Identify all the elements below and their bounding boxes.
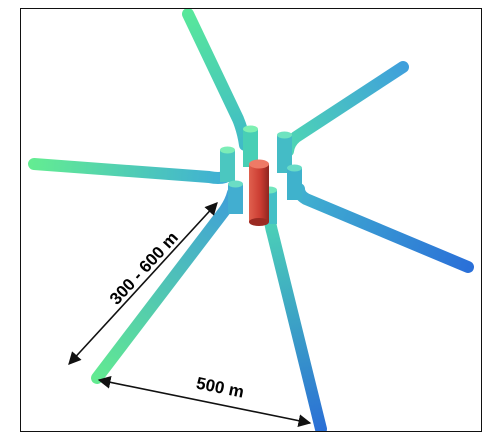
stub-east	[287, 164, 302, 200]
label-300-600m: 300 - 600 m	[106, 228, 182, 308]
stub-north	[243, 125, 258, 167]
branch-northeast	[282, 61, 409, 157]
diagram-frame: 300 - 600 m 500 m	[20, 8, 482, 432]
stub-northeast	[277, 131, 292, 173]
stub-southwest	[228, 180, 243, 214]
arrow-500m	[97, 376, 312, 427]
branch-west	[28, 158, 231, 184]
stub-west	[220, 146, 235, 182]
label-500m: 500 m	[195, 373, 246, 401]
dimension-arrows	[68, 202, 312, 427]
vertical-stubs	[220, 125, 302, 224]
well-layout-diagram: 300 - 600 m 500 m	[28, 9, 474, 431]
arrow-300-600m	[68, 202, 218, 365]
central-well	[249, 159, 269, 226]
branch-south	[263, 207, 327, 431]
branch-north	[182, 9, 251, 151]
branch-east	[293, 183, 474, 273]
